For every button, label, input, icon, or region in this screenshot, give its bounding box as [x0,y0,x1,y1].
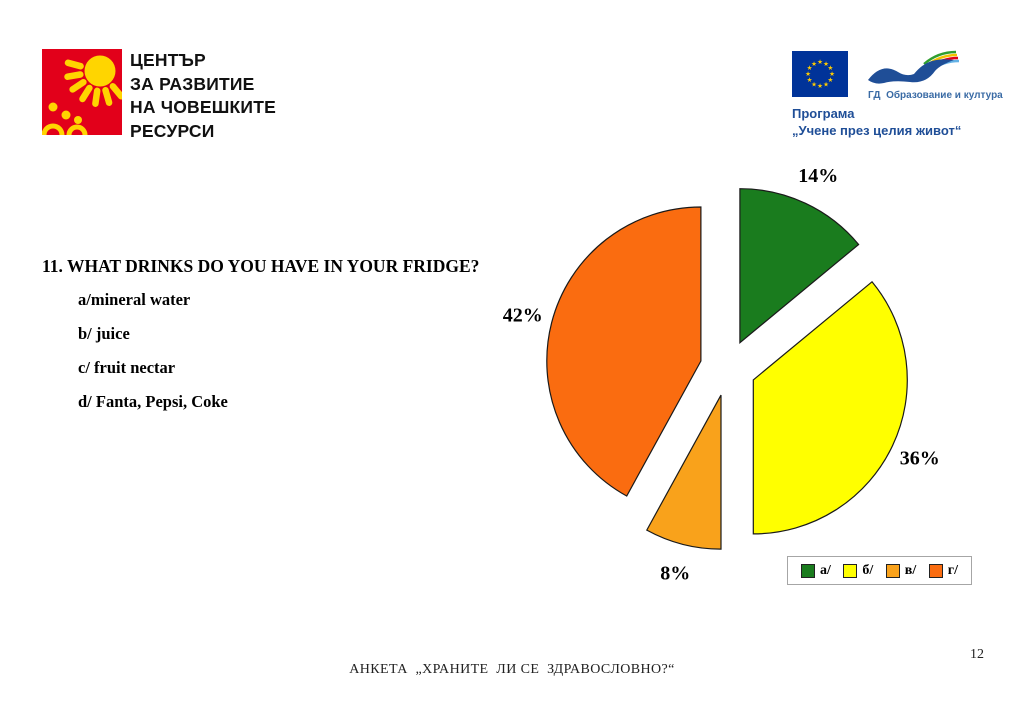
legend-item-3: г/ [928,562,958,579]
chart-legend: а/б/в/г/ [787,556,972,585]
svg-text:★: ★ [811,81,817,89]
svg-text:★: ★ [823,60,829,68]
eu-flag-field [792,51,848,97]
dg-education-culture-label: ГД Образование и култура [868,90,1003,101]
question-option-c: c/ fruit nectar [78,358,176,377]
question-option-d: d/ Fanta, Pepsi, Coke [78,392,228,411]
eu-flag-icon: ★ ★★★★★★★★★★★ [792,51,848,97]
figure-bodies-icon [42,123,88,135]
eu-stars-icon: ★ ★★★★★★★★★★★ [805,58,835,90]
org-name-line: НА ЧОВЕШКИТЕ [130,97,276,117]
pie-chart: 14% 36% 8% 42% [503,165,940,584]
sun-rays-icon [64,59,122,107]
pie-percent-label-0: 14% [798,165,838,187]
svg-text:★: ★ [817,58,823,66]
svg-text:★: ★ [805,70,811,78]
pie-percent-label-3: 42% [503,304,543,326]
org-name-line: ЦЕНТЪР [130,50,206,70]
legend-swatch-icon [885,563,900,578]
pie-slice-0 [739,188,860,344]
svg-text:★: ★ [817,82,823,90]
figure-head-icon [61,110,71,120]
org-name-line: ЗА РАЗВИТИЕ [130,73,255,94]
svg-text:★: ★ [827,64,833,72]
legend-label: г/ [947,562,958,578]
legend-swatch-icon [843,563,858,578]
pie-slice-1 [752,280,908,535]
figure-head-icon [48,102,58,112]
legend-item-2: в/ [885,562,917,579]
chrd-logo-icon [42,49,122,135]
svg-text:★: ★ [807,64,813,72]
footer-caption: АНКЕТА „ХРАНИТЕ ЛИ СЕ ЗДРАВОСЛОВНО?“ [349,662,675,677]
legend-swatch-icon [928,563,943,578]
sun-icon [84,55,116,87]
pie-percent-label-2: 8% [660,562,690,584]
org-name: ЦЕНТЪР ЗА РАЗВИТИЕ НА ЧОВЕШКИТЕ РЕСУРСИ [130,49,276,143]
svg-text:★: ★ [829,70,835,78]
question-option-b: b/ juice [78,324,130,343]
swoosh-bird-body [868,59,954,84]
org-name-line: РЕСУРСИ [130,120,215,141]
svg-text:★: ★ [827,76,833,84]
bird-swoosh-icon [868,50,960,84]
legend-label: б/ [862,562,874,578]
svg-text:★: ★ [807,76,813,84]
pie-percent-label-1: 36% [900,447,940,469]
question-title: 11. WHAT DRINKS DO YOU HAVE IN YOUR FRID… [42,256,480,276]
pie-slice-2 [645,394,722,550]
legend-item-1: б/ [843,563,873,579]
question-block: 11. WHAT DRINKS DO YOU HAVE IN YOUR FRID… [42,257,582,427]
question-option-a: a/mineral water [78,290,191,309]
legend-swatch-icon [801,563,815,578]
legend-label: в/ [904,562,917,578]
figure-head-icon [74,116,82,124]
pie-slice-3 [546,206,702,497]
svg-text:★: ★ [811,60,817,68]
program-name-label: „Учене през целия живот“ [792,123,962,138]
svg-text:★: ★ [823,81,829,89]
program-label: Програма [792,106,855,121]
legend-item-0: а/ [801,563,831,579]
page-number: 12 [970,647,984,662]
legend-label: а/ [820,562,831,578]
